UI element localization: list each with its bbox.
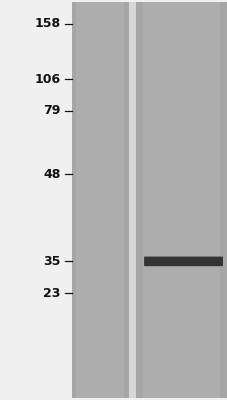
Bar <box>0 0 72 400</box>
FancyBboxPatch shape <box>143 256 222 266</box>
Bar <box>72 2 128 398</box>
Bar <box>219 2 226 398</box>
Bar <box>128 2 135 398</box>
Bar <box>72 2 76 398</box>
Text: 106: 106 <box>34 73 60 86</box>
Text: 35: 35 <box>43 255 60 268</box>
Bar <box>124 2 128 398</box>
Text: 158: 158 <box>34 17 60 30</box>
Text: 23: 23 <box>43 286 60 300</box>
Text: 48: 48 <box>43 168 60 181</box>
Bar <box>135 2 142 398</box>
Bar <box>135 2 226 398</box>
Text: 79: 79 <box>43 104 60 118</box>
